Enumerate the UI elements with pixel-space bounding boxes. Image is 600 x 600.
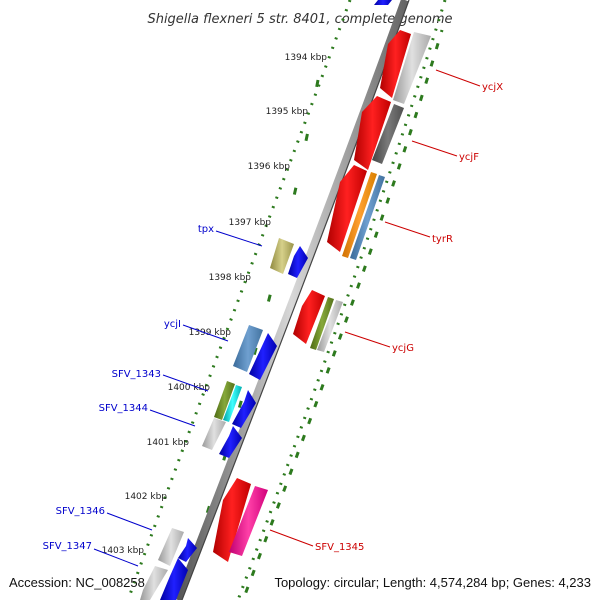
gene-label-ycjG: ycjG: [392, 343, 414, 354]
genome-backbone-edge: [181, 0, 410, 600]
ruler-label: 1401 kbp: [147, 438, 190, 448]
feature-tyrR-red: [327, 165, 367, 252]
gene-label-SFV_1344: SFV_1344: [99, 403, 148, 414]
feature-ycjX-red: [380, 30, 411, 98]
gc-dashed-ring-right: [241, 29, 444, 600]
label-leader-line: [162, 374, 209, 392]
feature-ycjG-olive: [310, 297, 334, 350]
feature-ycjG-red: [293, 290, 325, 344]
gene-label-SFV_1347: SFV_1347: [43, 541, 92, 552]
feature-ycjI-blue: [249, 333, 277, 380]
ruler-label: 1402 kbp: [125, 492, 168, 502]
feature-ycjF-dark: [372, 104, 404, 164]
label-leader-line: [106, 512, 153, 531]
feature-ycjG-gray: [317, 300, 343, 352]
feature-top-partial: [374, 0, 392, 5]
forward-gene-labels: ycjX ycjF tyrR ycjG SFV_1345: [269, 69, 503, 553]
label-leader-line: [269, 529, 314, 547]
ruler-label: 1396 kbp: [248, 162, 291, 172]
accession-text: Accession: NC_008258: [9, 575, 145, 590]
gene-label-SFV_1346: SFV_1346: [56, 506, 105, 517]
feature-SFV_1346-gray: [158, 528, 184, 566]
ruler-label: 1394 kbp: [285, 53, 328, 63]
feature-SFV_1345-red: [213, 478, 251, 562]
label-leader-line: [435, 69, 481, 87]
feature-SFV_1346-blue: [178, 538, 197, 562]
genome-summary-text: Topology: circular; Length: 4,574,284 bp…: [274, 575, 591, 590]
feature-tpx-khaki: [270, 238, 294, 274]
label-leader-line: [182, 324, 229, 342]
label-leader-line: [93, 548, 139, 567]
ruler-label: 1400 kbp: [168, 383, 211, 393]
ruler-label: 1399 kbp: [189, 328, 232, 338]
feature-tpx-blue: [288, 246, 308, 278]
feature-SFV_1347-gray: [140, 566, 168, 600]
ruler-label: 1395 kbp: [266, 107, 309, 117]
ruler-label: 1398 kbp: [209, 273, 252, 283]
feature-tyrR-orange: [342, 172, 377, 258]
feature-ycjX-gray: [393, 32, 431, 104]
feature-tyrR-steel: [350, 175, 385, 260]
ruler-labels: 1394 kbp 1395 kbp 1396 kbp 1397 kbp 1398…: [102, 53, 328, 556]
feature-SFV_1343-olive: [214, 381, 235, 420]
label-leader-line: [384, 221, 431, 238]
feature-ycjF-red: [354, 96, 391, 170]
feature-SFV_1344-blue: [219, 426, 242, 458]
gene-label-ycjF: ycjF: [459, 152, 479, 163]
feature-SFV_1343-blue: [232, 390, 256, 428]
gene-label-tpx: tpx: [198, 224, 214, 235]
genome-backbone: [174, 0, 409, 600]
feature-SFV_1344-gray: [202, 418, 226, 450]
gene-label-SFV_1343: SFV_1343: [112, 369, 161, 380]
label-leader-line: [411, 140, 458, 157]
map-title: Shigella flexneri 5 str. 8401, complete …: [147, 12, 452, 27]
label-leader-line: [215, 230, 263, 247]
reverse-gene-labels: tpx ycjI SFV_1343 SFV_1344 SFV_1346 SFV_…: [43, 224, 263, 567]
feature-SFV_1347-blue: [160, 558, 188, 600]
label-leader-line: [149, 409, 196, 427]
gene-label-ycjX: ycjX: [482, 82, 503, 93]
feature-SFV_1343-cyan: [223, 385, 242, 422]
feature-ycjI-steel: [233, 325, 263, 372]
feature-SFV_1345-pink: [229, 486, 268, 556]
gene-label-tyrR: tyrR: [432, 234, 453, 245]
label-leader-line: [344, 331, 391, 348]
gene-label-SFV_1345: SFV_1345: [315, 542, 364, 553]
ruler-label: 1403 kbp: [102, 546, 145, 556]
ruler-label: 1397 kbp: [229, 218, 272, 228]
gene-label-ycjI: ycjI: [164, 319, 181, 330]
outer-dotted-ring-right: [236, 0, 447, 600]
